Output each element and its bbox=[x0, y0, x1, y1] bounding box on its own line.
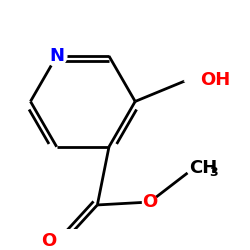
Text: N: N bbox=[49, 47, 64, 65]
Text: O: O bbox=[42, 232, 57, 250]
Text: 3: 3 bbox=[209, 166, 218, 178]
Text: CH: CH bbox=[189, 159, 217, 177]
Text: O: O bbox=[142, 193, 157, 211]
Circle shape bbox=[46, 46, 67, 66]
Circle shape bbox=[142, 195, 157, 209]
Circle shape bbox=[58, 232, 73, 247]
Text: OH: OH bbox=[200, 70, 231, 88]
